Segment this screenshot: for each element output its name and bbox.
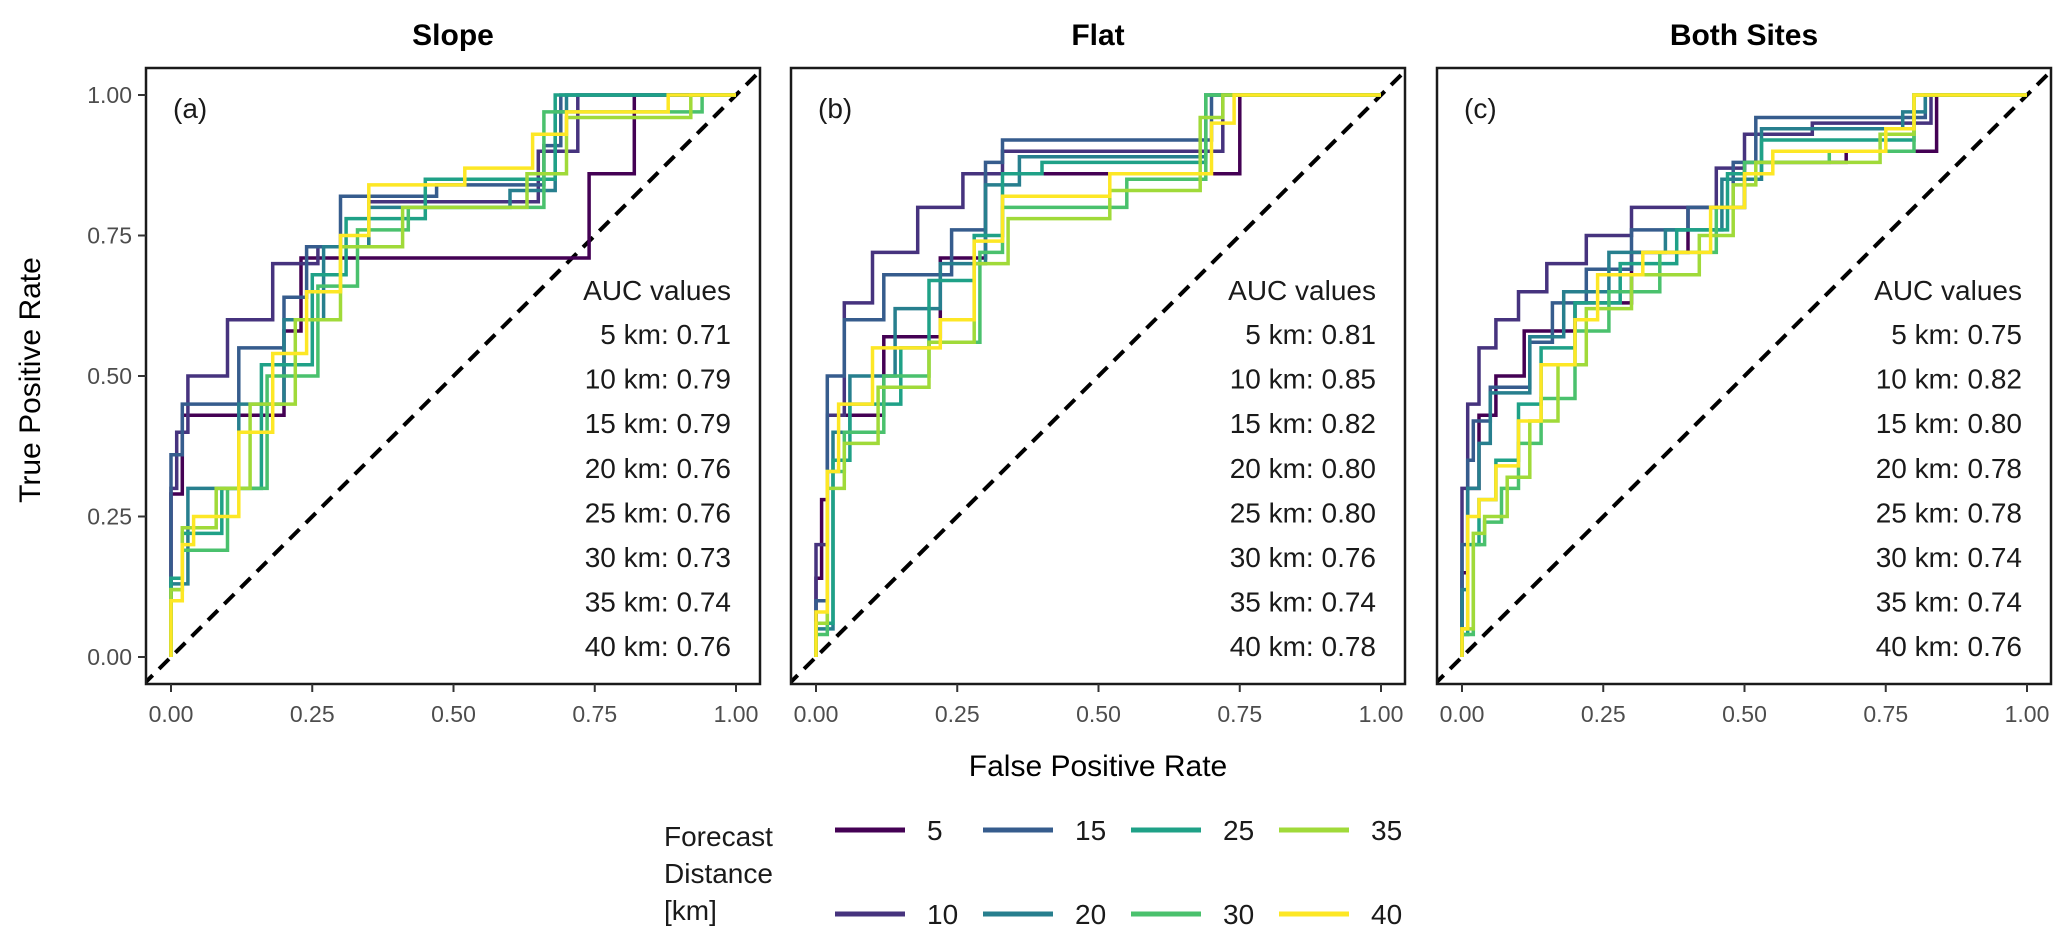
panel-tag: (b)	[818, 93, 852, 124]
panel-1: Slope 0.00 0.25 0.50 0.75 1.00 0.00 0.25 0.50 0.7…	[87, 19, 762, 727]
roc-line-5km	[169, 93, 736, 657]
legend-entry-15: 15	[983, 815, 1106, 846]
auc-value: 10 km: 0.85	[1230, 364, 1376, 395]
x-tick-label: 0.50	[1722, 701, 1767, 727]
legend-entry-25: 25	[1131, 815, 1254, 846]
legend-entry-30: 30	[1131, 899, 1254, 930]
panel-2: Flat 0.00 0.25 0.50 0.75 1.00 (b) AUC values 5 k…	[789, 19, 1407, 727]
auc-value: 30 km: 0.74	[1876, 542, 2022, 573]
plot-area	[791, 68, 1405, 684]
legend-label: 15	[1075, 815, 1106, 846]
x-tick-label: 0.00	[1440, 701, 1485, 727]
roc-line-10km	[169, 93, 736, 657]
plot-area	[146, 68, 760, 684]
roc-line-40km	[814, 93, 1381, 657]
auc-header: AUC values	[1228, 275, 1376, 306]
roc-line-35km	[814, 93, 1381, 657]
y-tick-label: 0.50	[87, 363, 132, 389]
auc-value: 35 km: 0.74	[1876, 587, 2022, 618]
legend-entries: 5 10 15 20 25 30 35 40	[835, 815, 1402, 930]
legend-label: 30	[1223, 899, 1254, 930]
auc-value: 40 km: 0.76	[1876, 631, 2022, 662]
legend-entry-20: 20	[983, 899, 1106, 930]
roc-line-10km	[1460, 93, 2027, 657]
reference-diagonal	[1437, 68, 2051, 684]
roc-line-35km	[1460, 93, 2027, 657]
panel-3: Both Sites 0.00 0.25 0.50 0.75 1.00 (c) AUC val…	[1435, 19, 2053, 727]
roc-line-25km	[814, 93, 1381, 657]
panel-title: Both Sites	[1670, 19, 1818, 52]
legend-label: 40	[1371, 899, 1402, 930]
legend-entry-40: 40	[1279, 899, 1402, 930]
x-tick-label: 0.75	[1863, 701, 1908, 727]
legend-title-line-2: Distance	[664, 858, 773, 889]
legend-entry-35: 35	[1279, 815, 1402, 846]
auc-value: 5 km: 0.81	[1245, 319, 1376, 350]
y-tick-label: 0.00	[87, 644, 132, 670]
auc-value: 20 km: 0.76	[585, 453, 731, 484]
legend-title-line-3: [km]	[664, 895, 717, 926]
panels: Slope 0.00 0.25 0.50 0.75 1.00 0.00 0.25 0.50 0.7…	[87, 19, 2053, 727]
auc-value: 35 km: 0.74	[1230, 587, 1376, 618]
legend-entry-10: 10	[835, 899, 958, 930]
legend-label: 35	[1371, 815, 1402, 846]
x-tick-label: 1.00	[714, 701, 759, 727]
x-tick-label: 1.00	[2005, 701, 2050, 727]
panel-tag: (a)	[173, 93, 207, 124]
legend-label: 5	[927, 815, 943, 846]
panel-title: Slope	[412, 19, 494, 52]
auc-value: 40 km: 0.78	[1230, 631, 1376, 662]
roc-line-15km	[814, 93, 1381, 657]
x-tick-label: 1.00	[1359, 701, 1404, 727]
auc-value: 10 km: 0.82	[1876, 364, 2022, 395]
y-tick-label: 1.00	[87, 82, 132, 108]
auc-value: 15 km: 0.79	[585, 408, 731, 439]
x-tick-label: 0.00	[794, 701, 839, 727]
x-tick-label: 0.00	[149, 701, 194, 727]
auc-header: AUC values	[583, 275, 731, 306]
auc-value: 5 km: 0.75	[1891, 319, 2022, 350]
auc-value: 35 km: 0.74	[585, 587, 731, 618]
auc-value: 20 km: 0.80	[1230, 453, 1376, 484]
x-tick-label: 0.25	[935, 701, 980, 727]
roc-line-40km	[169, 93, 736, 657]
auc-value: 25 km: 0.76	[585, 497, 731, 528]
legend-label: 10	[927, 899, 958, 930]
auc-value: 20 km: 0.78	[1876, 453, 2022, 484]
auc-value: 30 km: 0.73	[585, 542, 731, 573]
roc-line-40km	[1460, 93, 2027, 657]
panel-title: Flat	[1071, 19, 1124, 52]
auc-value: 10 km: 0.79	[585, 364, 731, 395]
auc-value: 5 km: 0.71	[600, 319, 731, 350]
legend-label: 25	[1223, 815, 1254, 846]
y-axis-title: True Positive Rate	[14, 257, 47, 503]
legend-title-line-1: Forecast	[664, 821, 773, 852]
auc-value: 25 km: 0.78	[1876, 497, 2022, 528]
auc-value: 30 km: 0.76	[1230, 542, 1376, 573]
auc-value: 15 km: 0.82	[1230, 408, 1376, 439]
x-axis-title: False Positive Rate	[969, 750, 1227, 783]
legend-label: 20	[1075, 899, 1106, 930]
auc-value: 40 km: 0.76	[585, 631, 731, 662]
auc-value: 15 km: 0.80	[1876, 408, 2022, 439]
panel-tag: (c)	[1464, 93, 1497, 124]
x-tick-label: 0.25	[290, 701, 335, 727]
x-tick-label: 0.50	[431, 701, 476, 727]
x-tick-label: 0.25	[1581, 701, 1626, 727]
reference-diagonal	[791, 68, 1405, 684]
y-tick-label: 0.75	[87, 223, 132, 249]
plot-area	[1437, 68, 2051, 684]
y-tick-label: 0.25	[87, 504, 132, 530]
x-tick-label: 0.50	[1076, 701, 1121, 727]
legend-entry-5: 5	[835, 815, 943, 846]
legend: Forecast Distance [km] 5 10 15 20 25 30 35 40	[664, 815, 1402, 930]
auc-value: 25 km: 0.80	[1230, 497, 1376, 528]
x-tick-label: 0.75	[572, 701, 617, 727]
auc-header: AUC values	[1874, 275, 2022, 306]
x-tick-label: 0.75	[1217, 701, 1262, 727]
reference-diagonal	[146, 68, 760, 684]
